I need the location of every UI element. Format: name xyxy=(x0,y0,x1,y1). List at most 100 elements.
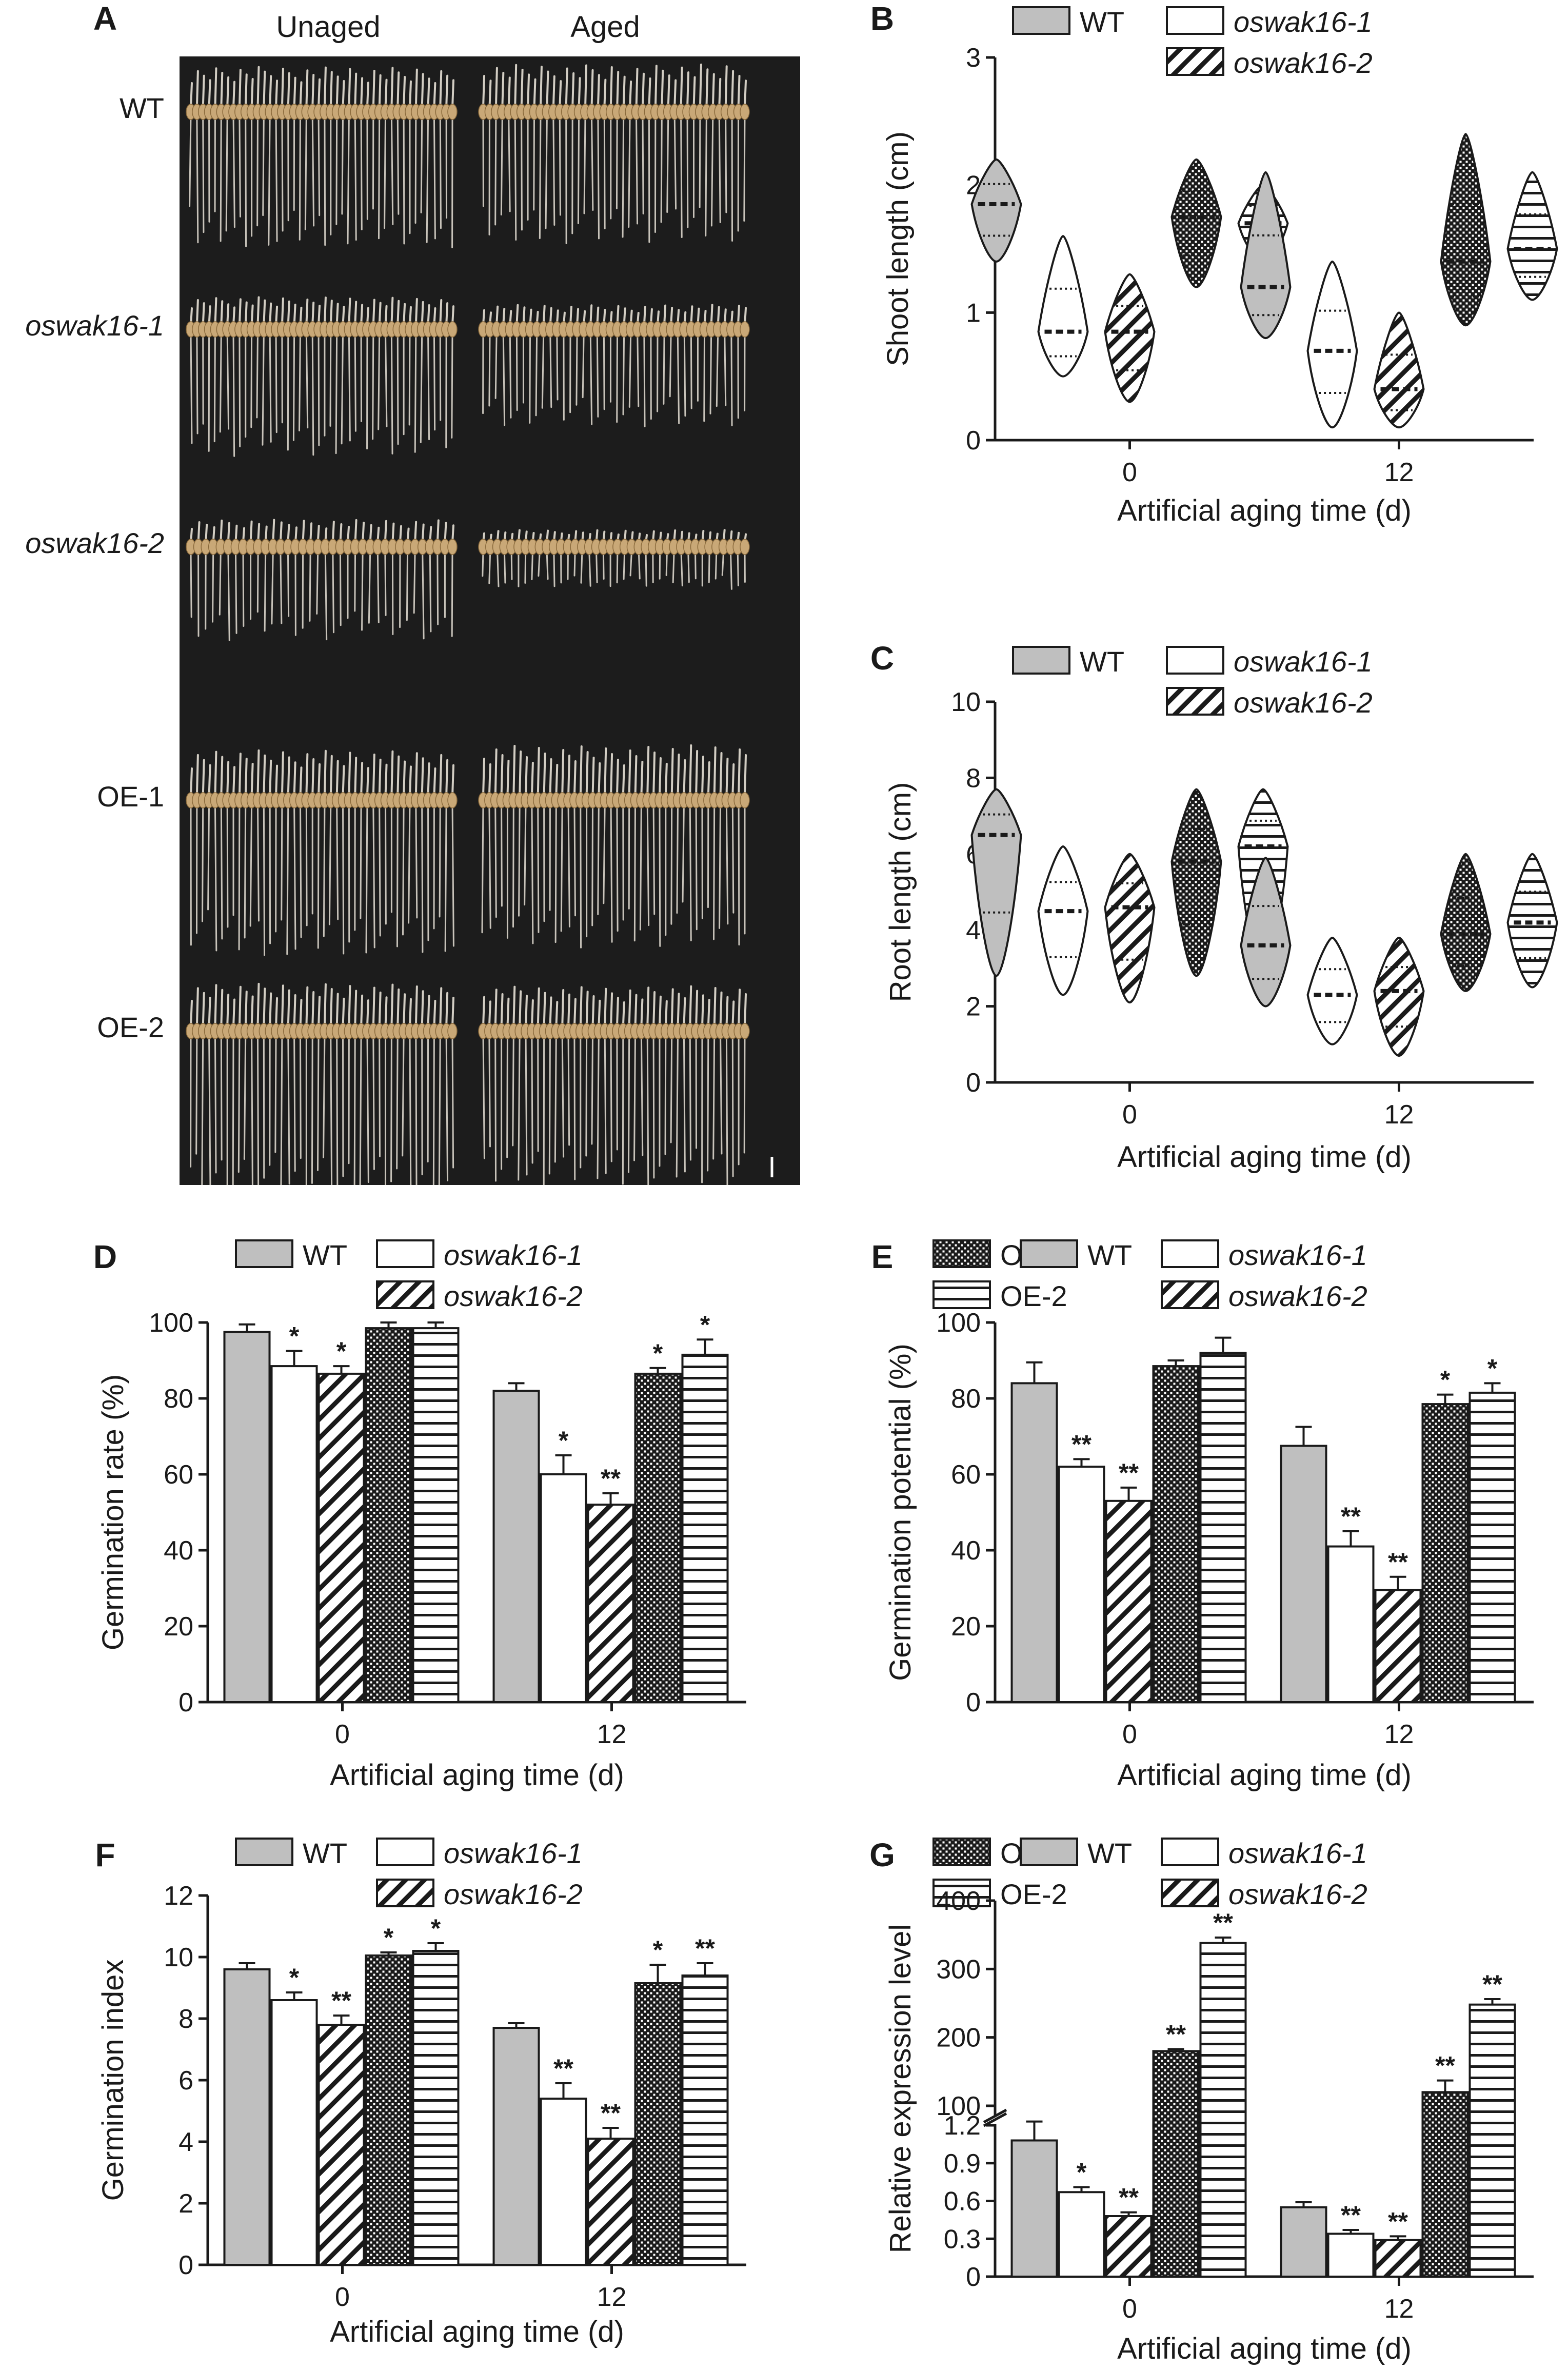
bar-oe2 xyxy=(681,1353,729,1703)
y-tick-label: 100 xyxy=(936,1308,981,1338)
seedling-shoot xyxy=(573,998,577,1028)
seedling-root xyxy=(339,550,342,626)
seedling-root xyxy=(329,332,332,427)
seedling-root xyxy=(646,803,650,926)
seedling-shoot xyxy=(598,762,601,797)
seedling-shoot xyxy=(226,76,230,109)
seedling-root xyxy=(514,115,517,241)
significance-star: ** xyxy=(695,1934,715,1963)
significance-star: ** xyxy=(1341,1502,1361,1531)
seedling-root xyxy=(433,115,436,240)
seedling-root xyxy=(670,803,673,925)
seedling-root xyxy=(616,332,619,423)
seedling-shoot xyxy=(311,758,315,797)
seedling-shoot xyxy=(658,757,662,797)
y-tick-label: 4 xyxy=(178,2127,193,2157)
seedling-root xyxy=(335,332,338,455)
seedling-root xyxy=(652,803,656,915)
seedling-root xyxy=(264,550,267,632)
seedling-root xyxy=(402,803,405,936)
seedling-shoot xyxy=(488,80,492,109)
seedling-root xyxy=(683,332,686,417)
seedling-root xyxy=(683,1034,686,1173)
significance-star: * xyxy=(1487,1354,1498,1382)
seedling-root xyxy=(256,115,259,227)
seedling-root xyxy=(376,550,380,623)
seedling-root xyxy=(359,1034,362,1185)
seedling-shoot xyxy=(543,753,546,797)
seedling-root xyxy=(588,550,591,587)
violin-k2 xyxy=(1104,273,1156,403)
seedling-root xyxy=(628,115,631,228)
seedling-root xyxy=(354,115,357,241)
seedling-shoot xyxy=(220,300,224,326)
seedling-shoot xyxy=(372,70,375,109)
seedling-shoot xyxy=(281,68,284,109)
significance-star: ** xyxy=(1388,2207,1408,2236)
seedling-root xyxy=(643,332,646,427)
seedling-root xyxy=(316,550,319,615)
significance-star: ** xyxy=(1213,1908,1233,1937)
significance-star: ** xyxy=(553,2054,573,2083)
seedling-shoot xyxy=(403,76,406,109)
seedling-shoot xyxy=(567,755,571,797)
seedling-root xyxy=(488,332,491,407)
seedling-shoot xyxy=(323,983,327,1028)
seedling-root xyxy=(280,550,283,624)
seedling-root xyxy=(743,115,746,222)
seedling-shoot xyxy=(744,993,747,1028)
seedling-root xyxy=(232,115,235,228)
seedling-shoot xyxy=(403,760,406,797)
seedling-shoot xyxy=(202,74,205,109)
seedling-shoot xyxy=(414,752,418,797)
seedling-root xyxy=(725,1034,728,1185)
seedling-shoot xyxy=(281,984,284,1028)
axis-break-mark xyxy=(983,2112,1007,2127)
seedling-root xyxy=(305,332,309,429)
seedling-root xyxy=(531,550,533,580)
legend-swatch-k1 xyxy=(1166,646,1224,675)
y-tick-label: 60 xyxy=(951,1460,981,1490)
seedling-root xyxy=(196,115,199,244)
legend-swatch-k2 xyxy=(1161,1280,1219,1309)
seedling-root xyxy=(226,803,229,928)
x-tick-label: 12 xyxy=(1384,2294,1414,2324)
seedling-shoot xyxy=(482,996,485,1028)
seedling-shoot xyxy=(559,80,562,109)
seedling-shoot xyxy=(451,997,454,1028)
seedling-shoot xyxy=(335,760,339,797)
bar-oe1 xyxy=(1152,1365,1200,1704)
seedling-shoot xyxy=(622,1001,625,1028)
seedling-shoot xyxy=(311,991,315,1028)
seedling-shoot xyxy=(520,69,524,109)
seedling-root xyxy=(537,803,540,933)
bar-k1 xyxy=(1327,1545,1375,1704)
seedling-root xyxy=(372,1034,375,1170)
legend-swatch-k2 xyxy=(376,1280,434,1309)
seedling-shoot xyxy=(543,992,546,1028)
seedling-shoot xyxy=(598,999,601,1028)
seedling-shoot xyxy=(652,991,656,1028)
seedling-root xyxy=(712,1034,716,1160)
seedling-root xyxy=(714,550,718,580)
seedling-root xyxy=(604,1034,607,1174)
seedling-shoot xyxy=(354,72,358,109)
seedling-root xyxy=(220,1034,223,1161)
seedling-shoot xyxy=(567,993,571,1028)
seedling-shoot xyxy=(360,77,364,109)
significance-star: ** xyxy=(1341,2201,1361,2229)
seedling-root xyxy=(444,803,447,952)
seedling-shoot xyxy=(680,66,683,109)
seedling-shoot xyxy=(640,998,644,1028)
seedling-shoot xyxy=(299,999,303,1028)
seedling-shoot xyxy=(724,65,728,109)
seedling-shoot xyxy=(713,746,717,797)
seedling-shoot xyxy=(263,70,266,109)
seedling-shoot xyxy=(414,68,418,109)
seedling-root xyxy=(481,803,484,934)
seedling-root xyxy=(710,115,714,227)
legend-swatch-k2 xyxy=(376,1879,434,1907)
seedling-root xyxy=(396,115,400,215)
bar-wt xyxy=(1280,2206,1327,2278)
seedling-shoot xyxy=(445,992,449,1028)
